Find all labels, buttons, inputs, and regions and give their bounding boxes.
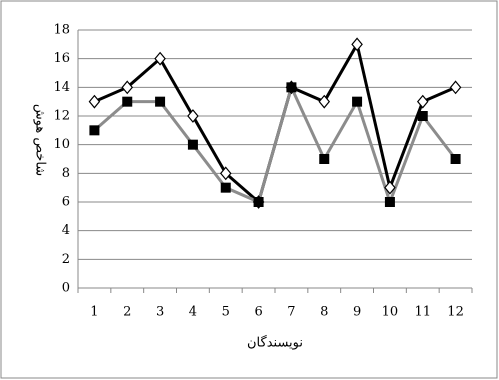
marker xyxy=(187,139,198,150)
marker xyxy=(187,109,199,123)
x-tick-label: 9 xyxy=(353,305,361,320)
x-axis-label: نویسندگان xyxy=(247,335,303,351)
y-tick-label: 6 xyxy=(62,195,70,210)
marker xyxy=(219,166,232,181)
x-tick-label: 3 xyxy=(156,305,164,320)
y-axis-label: شاخص هوش xyxy=(33,104,48,176)
y-tick-label: 2 xyxy=(62,252,70,267)
marker xyxy=(154,51,166,66)
marker xyxy=(286,82,297,93)
marker xyxy=(88,94,101,109)
y-tick-label: 18 xyxy=(53,23,70,38)
marker xyxy=(384,180,396,195)
y-tick-label: 12 xyxy=(53,109,70,124)
x-tick-label: 12 xyxy=(447,305,464,320)
marker xyxy=(253,197,264,207)
x-tick-label: 6 xyxy=(254,305,262,320)
y-tick-label: 8 xyxy=(62,166,70,181)
x-tick-label: 10 xyxy=(382,305,399,320)
marker xyxy=(416,94,429,109)
marker xyxy=(450,154,461,164)
marker xyxy=(351,37,363,52)
marker xyxy=(449,80,462,95)
x-tick-label: 11 xyxy=(414,305,431,320)
marker xyxy=(352,96,363,107)
marker xyxy=(384,197,395,207)
x-tick-label: 2 xyxy=(123,305,131,320)
y-tick-label: 0 xyxy=(62,281,70,296)
marker xyxy=(417,111,428,121)
y-tick-label: 10 xyxy=(53,137,70,152)
x-tick-label: 5 xyxy=(222,305,230,320)
y-tick-label: 16 xyxy=(53,51,70,66)
y-tick-label: 4 xyxy=(62,223,70,238)
x-tick-label: 1 xyxy=(90,305,98,320)
marker xyxy=(220,182,231,193)
marker xyxy=(121,80,134,95)
x-tick-label: 8 xyxy=(320,305,328,320)
marker xyxy=(89,125,100,136)
marker xyxy=(155,96,166,107)
marker xyxy=(122,96,133,107)
marker xyxy=(319,154,330,164)
marker xyxy=(318,94,331,109)
y-tick-label: 14 xyxy=(53,80,70,95)
x-tick-label: 7 xyxy=(287,305,295,320)
x-tick-label: 4 xyxy=(189,305,197,320)
